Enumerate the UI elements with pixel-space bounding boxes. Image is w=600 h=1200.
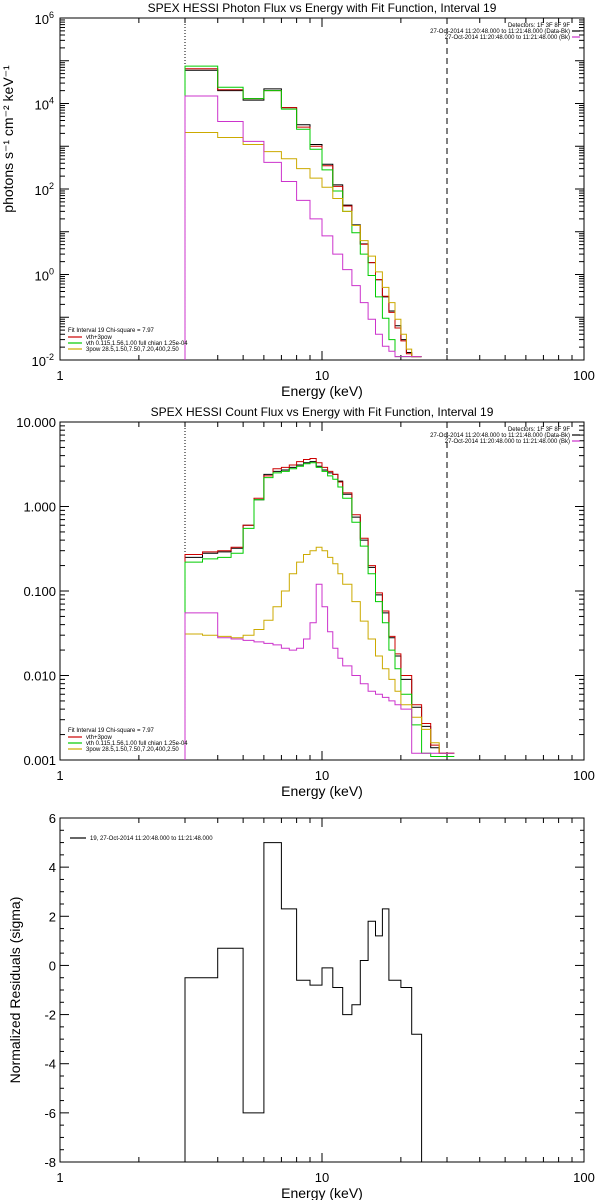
- x-tick-label: 1: [56, 1170, 63, 1185]
- photon-flux-chart: 1 10 100 106 104 102 100 10-2 SPEX HESSI Photon …: [0, 1, 595, 399]
- y-tick-label: 106: [35, 10, 54, 27]
- legend-entry: vth 0.115,1.56,1.00 full chian 1.25e-04: [86, 341, 188, 347]
- y-tick-label: 0: [49, 958, 56, 973]
- header-line: 27-Oct-2014 11:20:48.000 to 11:21:48.000…: [430, 29, 570, 35]
- plot-frame: [59, 17, 585, 361]
- legend-entry: vth+3pow: [86, 735, 113, 741]
- y-tick-label: 10.000: [16, 415, 56, 430]
- fit-info: Fit Interval 19 Chi-square = 7.97: [68, 728, 155, 734]
- series-line: [184, 132, 422, 360]
- series-line: [184, 68, 422, 360]
- y-tick-label: 1.000: [23, 500, 56, 515]
- legend-entry: 3pow 28.5,1.50,7.50,7.20,400,2.50: [86, 347, 179, 353]
- y-tick-label: 6: [49, 811, 56, 826]
- header-line: Detectors: 1F 3F 8F 9F: [508, 23, 570, 29]
- x-tick-label: 100: [573, 1170, 595, 1185]
- y-tick-label: 104: [35, 96, 54, 113]
- chart-title: SPEX HESSI Photon Flux vs Energy with Fi…: [148, 1, 497, 15]
- y-tick-label: -8: [44, 1155, 56, 1170]
- series-line: [184, 461, 455, 760]
- x-tick-label: 1: [56, 368, 63, 383]
- data-series: [184, 842, 447, 1162]
- x-axis-label: Energy (keV): [281, 1185, 363, 1200]
- x-tick-label: 100: [573, 768, 595, 783]
- data-series: [184, 458, 455, 760]
- series-line: [184, 458, 455, 760]
- legend-entry: 19, 27-Oct-2014 11:20:48.000 to 11:21:48…: [90, 836, 213, 842]
- y-axis-label: photons s⁻¹ cm⁻² keV⁻¹: [0, 65, 16, 213]
- data-series: [184, 65, 422, 360]
- y-tick-label: -2: [44, 1008, 56, 1023]
- x-tick-label: 10: [315, 1170, 329, 1185]
- header-line: 27-Oct-2014 11:20:48.000 to 11:21:48.000…: [445, 439, 570, 445]
- series-line: [184, 583, 455, 760]
- y-tick-label: 4: [49, 860, 56, 875]
- header-line: 27-Oct-2014 11:20:48.000 to 11:21:48.000…: [430, 433, 570, 439]
- series-line: [184, 65, 422, 360]
- y-tick-label: 10-2: [32, 352, 54, 369]
- residuals-chart: 1 10 100 6 4 2 0 -2 -4 -6 -8 Energy (keV) Normalized…: [7, 811, 595, 1200]
- x-tick-label: 10: [315, 768, 329, 783]
- chart-title: SPEX HESSI Count Flux vs Energy with Fit…: [151, 405, 494, 419]
- x-tick-label: 100: [573, 368, 595, 383]
- x-tick-label: 1: [56, 768, 63, 783]
- legend-entry: vth 0.115,1.56,1.00 full chian 1.25e-04: [86, 741, 188, 747]
- y-tick-label: 0.100: [23, 584, 56, 599]
- series-line: [184, 462, 455, 760]
- y-axis-label: Normalized Residuals (sigma): [7, 897, 23, 1084]
- plot-frame: [59, 817, 585, 1163]
- x-axis-label: Energy (keV): [281, 783, 363, 799]
- y-tick-label: 2: [49, 909, 56, 924]
- series-line: [184, 69, 422, 360]
- y-tick-label: 0.010: [23, 669, 56, 684]
- series-line: [184, 842, 447, 1162]
- x-tick-label: 10: [315, 368, 329, 383]
- y-tick-label: 102: [35, 181, 54, 198]
- y-tick-label: 0.001: [23, 753, 56, 768]
- legend-entry: vth+3pow: [86, 335, 113, 341]
- y-tick-label: -4: [44, 1057, 56, 1072]
- series-line: [184, 95, 422, 360]
- header-line: Detectors: 1F 3F 8F 9F: [508, 427, 570, 433]
- count-flux-chart: 1 10 100 10.000 1.000 0.100 0.010 0.001 SPEX HES…: [16, 405, 595, 799]
- x-axis-label: Energy (keV): [281, 383, 363, 399]
- fit-info: Fit Interval 19 Chi-square = 7.97: [68, 328, 155, 334]
- y-tick-label: 100: [35, 267, 54, 284]
- header-line: 27-Oct-2014 11:20:48.000 to 11:21:48.000…: [445, 35, 570, 41]
- legend-entry: 3pow 28.5,1.50,7.50,7.20,400,2.50: [86, 747, 179, 753]
- series-line: [184, 546, 455, 760]
- y-tick-label: -6: [44, 1106, 56, 1121]
